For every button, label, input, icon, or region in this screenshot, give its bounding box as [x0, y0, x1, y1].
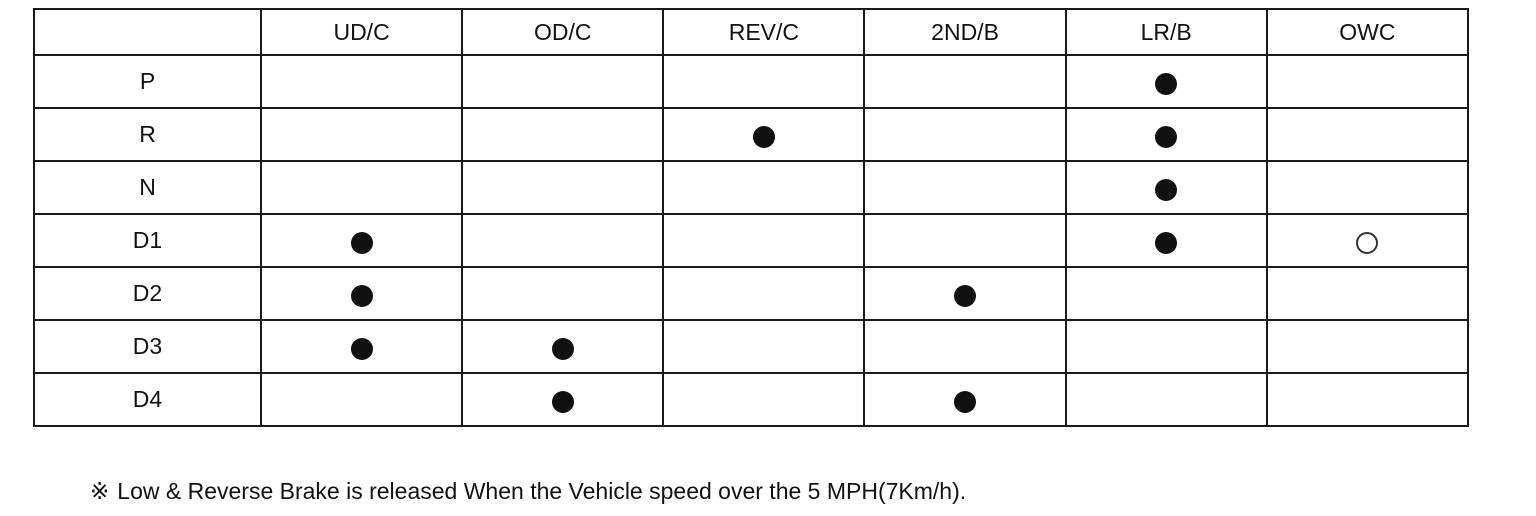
table-cell [1064, 266, 1268, 321]
footnote: ※ Low & Reverse Brake is released When th… [90, 478, 966, 505]
table-cell [1064, 107, 1268, 162]
filled-circle-icon [1155, 126, 1178, 149]
table-cell [461, 319, 665, 374]
table-cell [1265, 213, 1470, 268]
corner-cell [33, 8, 262, 56]
table-cell [662, 54, 866, 109]
row-label: D2 [33, 266, 262, 321]
filled-circle-icon [954, 391, 977, 414]
row-label: D4 [33, 372, 262, 427]
table-cell [1064, 160, 1268, 215]
filled-circle-icon [954, 285, 977, 308]
table-cell [863, 107, 1067, 162]
table-body: UD/C OD/C REV/C 2ND/B LR/B OWC P R N D1 D2 D3 D4 [33, 8, 1470, 427]
filled-circle-icon [350, 338, 373, 361]
table-cell [461, 372, 665, 427]
table-row: D4 [33, 372, 1470, 427]
table-row: D3 [33, 319, 1470, 374]
table-cell [863, 160, 1067, 215]
table-cell [662, 319, 866, 374]
table-cell [1064, 319, 1268, 374]
table-cell [259, 107, 464, 162]
table-cell [662, 107, 866, 162]
table-row: P [33, 54, 1470, 109]
table-cell [863, 54, 1067, 109]
header-row: UD/C OD/C REV/C 2ND/B LR/B OWC [33, 8, 1470, 56]
filled-circle-icon [350, 285, 373, 308]
column-header: OWC [1265, 8, 1470, 56]
row-label: R [33, 107, 262, 162]
table-row: N [33, 160, 1470, 215]
table-row: D1 [33, 213, 1470, 268]
table-cell [259, 54, 464, 109]
table-cell [863, 319, 1067, 374]
filled-circle-icon [752, 126, 775, 149]
table-cell [1265, 266, 1470, 321]
note-text: Low & Reverse Brake is released When the… [117, 478, 967, 504]
column-header: UD/C [259, 8, 464, 56]
table-cell [259, 319, 464, 374]
table-cell [259, 372, 464, 427]
table-cell [461, 54, 665, 109]
table-cell [461, 107, 665, 162]
note-symbol: ※ [90, 478, 110, 504]
table-cell [461, 160, 665, 215]
row-label: N [33, 160, 262, 215]
table-cell [1265, 319, 1470, 374]
table-cell [662, 160, 866, 215]
table-cell [259, 266, 464, 321]
column-header: REV/C [662, 8, 866, 56]
table-cell [863, 213, 1067, 268]
column-header: 2ND/B [863, 8, 1067, 56]
table-cell [1064, 54, 1268, 109]
filled-circle-icon [350, 232, 373, 255]
table-cell [863, 372, 1067, 427]
table-cell [662, 372, 866, 427]
table-cell [1064, 213, 1268, 268]
filled-circle-icon [1155, 179, 1178, 202]
column-header: OD/C [461, 8, 665, 56]
filled-circle-icon [1155, 232, 1178, 255]
table-cell [1265, 54, 1470, 109]
table-cell [461, 266, 665, 321]
open-circle-icon [1356, 232, 1379, 255]
table-row: R [33, 107, 1470, 162]
table-cell [461, 213, 665, 268]
table-cell [863, 266, 1067, 321]
row-label: P [33, 54, 262, 109]
table-cell [259, 213, 464, 268]
filled-circle-icon [1155, 73, 1178, 96]
table-cell [1064, 372, 1268, 427]
table-cell [1265, 372, 1470, 427]
filled-circle-icon [551, 391, 574, 414]
row-label: D3 [33, 319, 262, 374]
filled-circle-icon [551, 338, 574, 361]
clutch-application-table: UD/C OD/C REV/C 2ND/B LR/B OWC P R N D1 D2 D3 D4 [33, 8, 1470, 427]
row-label: D1 [33, 213, 262, 268]
table-cell [662, 213, 866, 268]
table-cell [259, 160, 464, 215]
table-cell [662, 266, 866, 321]
column-header: LR/B [1064, 8, 1268, 56]
table-cell [1265, 107, 1470, 162]
table-row: D2 [33, 266, 1470, 321]
table-cell [1265, 160, 1470, 215]
